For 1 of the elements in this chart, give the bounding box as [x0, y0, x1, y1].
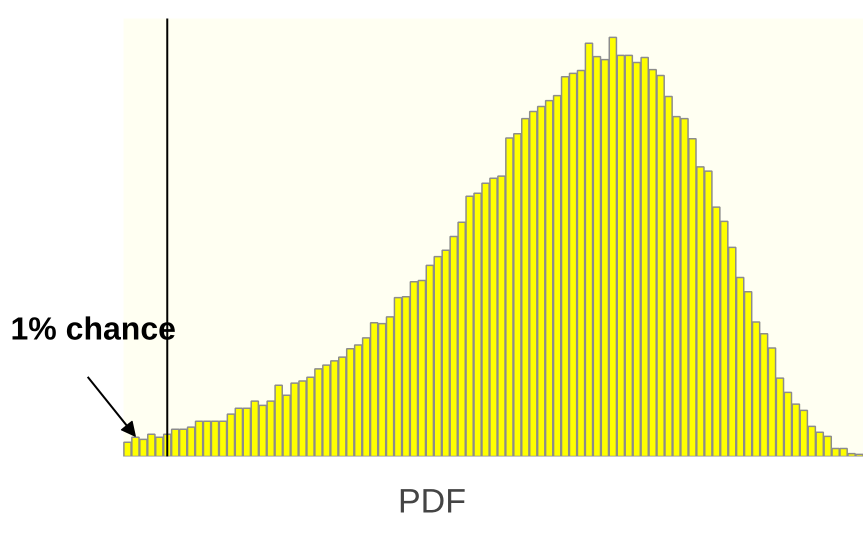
- x-axis-title: PDF: [398, 482, 466, 520]
